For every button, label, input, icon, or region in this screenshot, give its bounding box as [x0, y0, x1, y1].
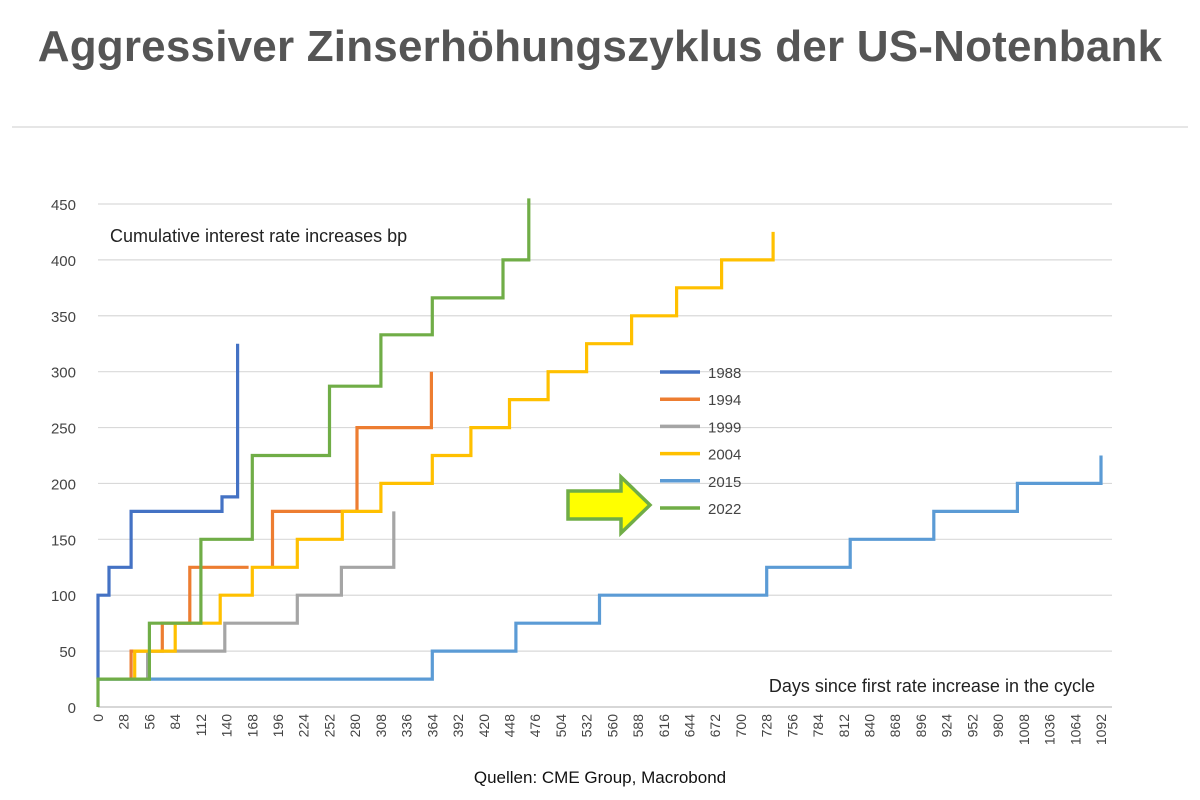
y-tick-label: 50	[59, 644, 76, 661]
x-tick-label: 700	[733, 714, 749, 738]
series-line-2004-4	[133, 231, 775, 680]
legend-label-1988: 1988	[708, 365, 741, 382]
x-tick-label: 644	[682, 714, 698, 738]
x-axis-label: Days since first rate increase in the cy…	[769, 676, 1095, 696]
series-line-2015-5	[98, 455, 1103, 681]
legend-label-2022: 2022	[708, 501, 741, 518]
x-tick-label: 224	[296, 714, 312, 738]
x-tick-label: 308	[373, 714, 389, 738]
series-line-1988-0	[96, 343, 240, 680]
series-line-1999-3	[146, 511, 396, 680]
source-note: Quellen: CME Group, Macrobond	[473, 768, 727, 787]
y-tick-label: 0	[68, 700, 76, 717]
x-tick-label: 672	[707, 714, 723, 738]
x-tick-label: 0	[90, 714, 106, 722]
series-line-2022-6	[96, 198, 531, 707]
x-tick-label: 476	[527, 714, 543, 738]
y-axis-label: Cumulative interest rate increases bp	[110, 226, 407, 246]
y-tick-label: 350	[51, 309, 76, 326]
arrow-right-icon	[566, 472, 653, 538]
x-tick-label: 532	[579, 714, 595, 738]
x-tick-label: 140	[219, 714, 235, 738]
x-tick-label: 84	[167, 714, 183, 730]
y-tick-label: 100	[51, 588, 76, 605]
y-tick-label: 450	[51, 197, 76, 214]
x-tick-label: 280	[347, 714, 363, 738]
x-tick-label: 616	[656, 714, 672, 738]
page-title: Aggressiver Zinserhöhungszyklus der US-N…	[37, 22, 1163, 71]
x-tick-label: 924	[939, 714, 955, 738]
x-tick-label: 756	[784, 714, 800, 738]
x-axis-ticks: 0 28 56 84 112 140 168 196 224 252 280 308 336 364 392…	[90, 714, 1109, 745]
y-tick-label: 400	[51, 253, 76, 270]
x-tick-label: 168	[244, 714, 260, 738]
title-divider	[12, 126, 1188, 128]
x-tick-label: 952	[964, 714, 980, 738]
gridlines	[98, 203, 1112, 708]
x-tick-label: 1036	[1042, 714, 1058, 745]
x-tick-label: 420	[476, 714, 492, 738]
x-tick-label: 28	[116, 714, 132, 730]
legend-label-1994: 1994	[708, 392, 741, 409]
x-tick-label: 56	[141, 714, 157, 730]
x-tick-label: 1064	[1067, 714, 1083, 745]
x-tick-label: 1092	[1093, 714, 1109, 745]
x-tick-label: 1008	[1016, 714, 1032, 745]
x-tick-label: 840	[862, 714, 878, 738]
x-tick-label: 252	[321, 714, 337, 738]
legend: 1988 1994 1999 2004 2015 2022	[660, 365, 741, 518]
x-tick-label: 364	[424, 714, 440, 738]
x-tick-label: 728	[759, 714, 775, 738]
y-axis-ticks: 0 50 100 150 200 250 300 350 400 450	[51, 197, 76, 717]
x-tick-label: 196	[270, 714, 286, 738]
x-tick-label: 896	[913, 714, 929, 738]
legend-label-1999: 1999	[708, 419, 741, 436]
x-tick-label: 588	[630, 714, 646, 738]
series-line-1994-2	[270, 371, 433, 568]
x-tick-label: 504	[553, 714, 569, 738]
x-tick-label: 392	[450, 714, 466, 738]
legend-label-2004: 2004	[708, 447, 741, 464]
x-tick-label: 448	[501, 714, 517, 738]
y-tick-label: 300	[51, 365, 76, 382]
x-tick-label: 336	[399, 714, 415, 738]
y-tick-label: 200	[51, 476, 76, 493]
x-tick-label: 560	[604, 714, 620, 738]
y-tick-label: 150	[51, 532, 76, 549]
x-tick-label: 980	[990, 714, 1006, 738]
series-lines	[96, 198, 1103, 707]
y-tick-label: 250	[51, 421, 76, 438]
legend-label-2015: 2015	[708, 474, 741, 491]
x-tick-label: 868	[887, 714, 903, 738]
x-tick-label: 112	[193, 714, 209, 737]
x-tick-label: 812	[836, 714, 852, 738]
x-tick-label: 784	[810, 714, 826, 738]
